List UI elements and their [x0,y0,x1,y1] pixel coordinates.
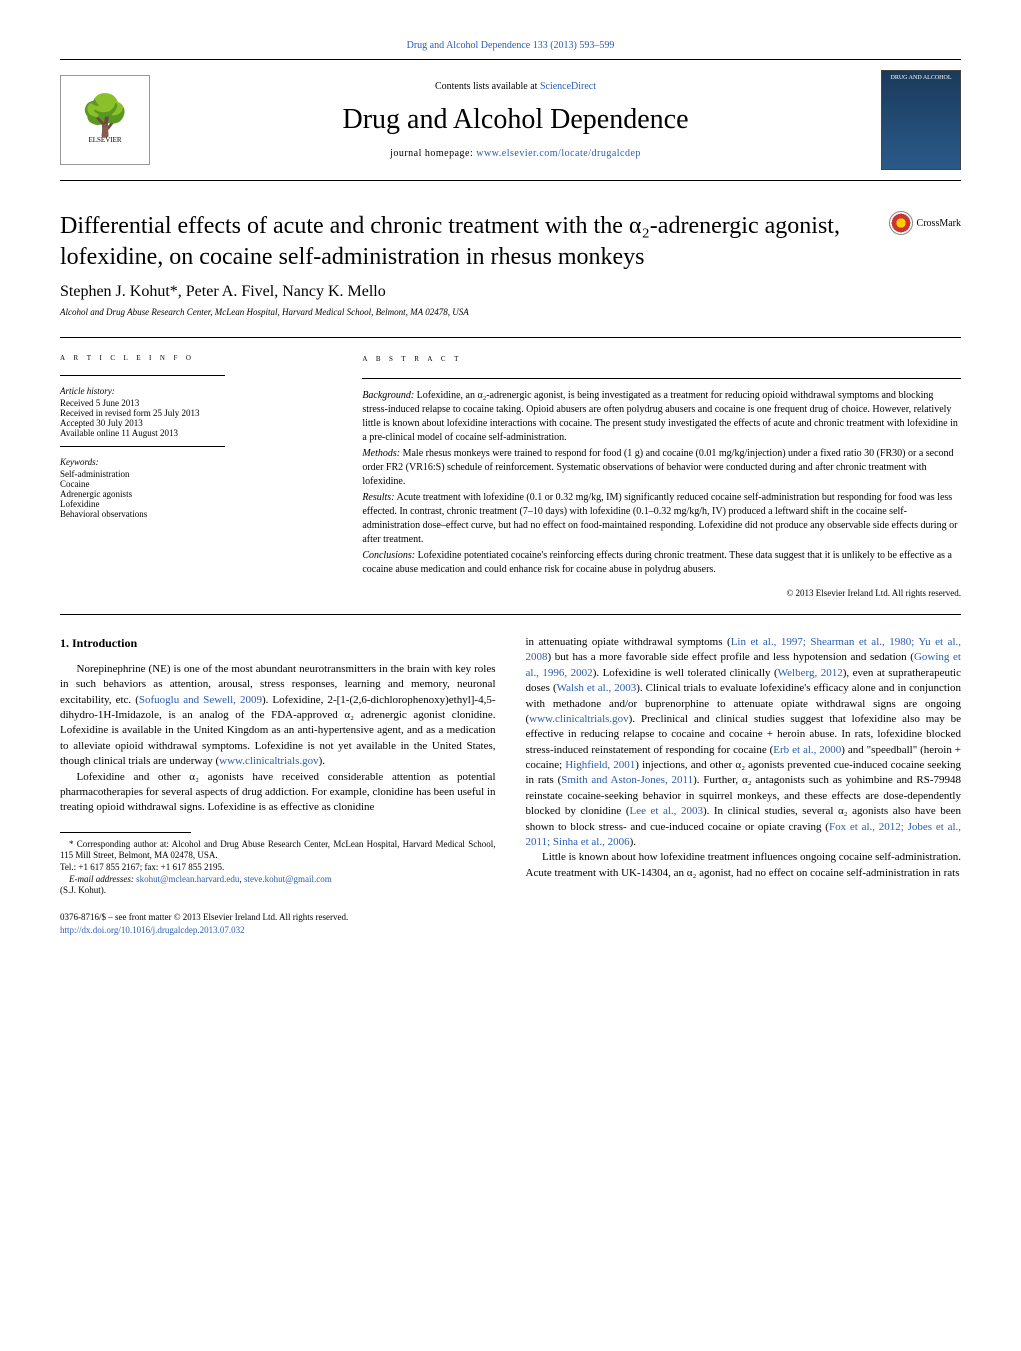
citation-header: Drug and Alcohol Dependence 133 (2013) 5… [60,40,961,51]
corresponding-author: * Corresponding author at: Alcohol and D… [60,839,496,862]
crossmark-icon [889,211,913,235]
contact-tel: Tel.: +1 617 855 2167; fax: +1 617 855 2… [60,862,496,874]
page-footer: 0376-8716/$ – see front matter © 2013 El… [60,911,496,936]
abs-methods: Male rhesus monkeys were trained to resp… [362,448,953,487]
abs-results: Acute treatment with lofexidine (0.1 or … [362,492,957,545]
contact-email: E-mail addresses: skohut@mclean.harvard.… [60,874,496,886]
citation-link[interactable]: Erb et al., 2000 [773,744,841,756]
footnotes: * Corresponding author at: Alcohol and D… [60,839,496,897]
citation-link[interactable]: Smith and Aston-Jones, 2011 [561,774,693,786]
article-title: Differential effects of acute and chroni… [60,211,869,273]
keyword: Adrenergic agonists [60,489,334,499]
keyword: Self-administration [60,469,334,479]
email-link[interactable]: steve.kohut@gmail.com [244,874,332,884]
contents-line: Contents lists available at ScienceDirec… [170,81,861,92]
history-received: Received 5 June 2013 [60,398,334,408]
citation-link[interactable]: Lee et al., 2003 [630,805,703,817]
sciencedirect-link[interactable]: ScienceDirect [540,81,596,92]
journal-header: 🌳 ELSEVIER Contents lists available at S… [60,59,961,181]
section-heading: 1. Introduction [60,635,496,652]
citation-link[interactable]: Sofuoglu and Sewell, 2009 [139,694,262,706]
homepage-link[interactable]: www.elsevier.com/locate/drugalcdep [476,148,641,159]
article-info: a r t i c l e i n f o Article history: R… [60,338,348,614]
history-revised: Received in revised form 25 July 2013 [60,408,334,418]
abstract-copyright: © 2013 Elsevier Ireland Ltd. All rights … [362,587,961,600]
citation-link[interactable]: Welberg, 2012 [778,667,843,679]
issn-line: 0376-8716/$ – see front matter © 2013 El… [60,911,496,924]
abs-methods-label: Methods: [362,448,400,459]
keyword: Cocaine [60,479,334,489]
email-author: (S.J. Kohut). [60,885,496,897]
publisher-name: ELSEVIER [88,136,121,144]
abs-conclusions: Lofexidine potentiated cocaine's reinfor… [362,550,952,575]
affiliation: Alcohol and Drug Abuse Research Center, … [60,307,961,317]
journal-cover-thumb: DRUG AND ALCOHOL [881,70,961,170]
journal-name: Drug and Alcohol Dependence [170,104,861,136]
abs-results-label: Results: [362,492,394,503]
contents-prefix: Contents lists available at [435,81,540,92]
external-link[interactable]: www.clinicaltrials.gov [529,713,628,725]
abs-background-label: Background: [362,390,414,401]
citation-link[interactable]: Highfield, 2001 [565,759,635,771]
abstract: a b s t r a c t Background: Lofexidine, … [348,338,961,614]
keywords-label: Keywords: [60,457,334,467]
doi-link[interactable]: http://dx.doi.org/10.1016/j.drugalcdep.2… [60,925,245,935]
external-link[interactable]: www.clinicaltrials.gov [219,755,318,767]
abs-background: Lofexidine, an α₂-adrenergic agonist, is… [362,390,958,443]
keyword: Lofexidine [60,499,334,509]
citation-link[interactable]: Walsh et al., 2003 [557,682,637,694]
body-paragraph: Lofexidine and other α₂ agonists have re… [60,770,496,816]
right-column: in attenuating opiate withdrawal symptom… [526,635,962,936]
body-paragraph: Little is known about how lofexidine tre… [526,850,962,881]
history-online: Available online 11 August 2013 [60,428,334,438]
homepage-prefix: journal homepage: [390,148,476,159]
article-info-heading: a r t i c l e i n f o [60,352,334,363]
email-link[interactable]: skohut@mclean.harvard.edu [136,874,239,884]
abstract-heading: a b s t r a c t [362,352,961,366]
abs-conclusions-label: Conclusions: [362,550,415,561]
body-paragraph: Norepinephrine (NE) is one of the most a… [60,662,496,770]
crossmark-label: CrossMark [917,218,961,229]
elsevier-tree-icon: 🌳 [80,96,130,136]
history-accepted: Accepted 30 July 2013 [60,418,334,428]
keyword: Behavioral observations [60,509,334,519]
publisher-logo: 🌳 ELSEVIER [60,75,150,165]
journal-homepage: journal homepage: www.elsevier.com/locat… [170,148,861,159]
crossmark-badge[interactable]: CrossMark [889,211,961,235]
history-label: Article history: [60,386,334,396]
authors-line: Stephen J. Kohut*, Peter A. Fivel, Nancy… [60,283,961,301]
footnote-separator [60,832,191,833]
body-paragraph: in attenuating opiate withdrawal symptom… [526,635,962,850]
left-column: 1. Introduction Norepinephrine (NE) is o… [60,635,496,936]
